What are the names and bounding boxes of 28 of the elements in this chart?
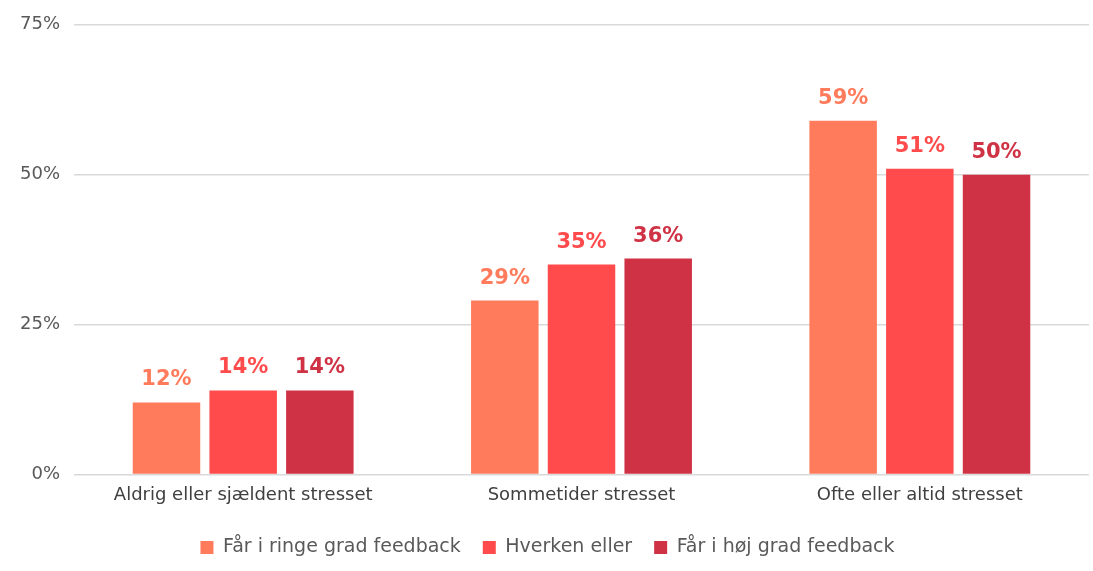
data-label: 35% <box>556 228 607 253</box>
y-tick-label: 0% <box>31 462 61 484</box>
bar <box>886 168 954 474</box>
data-label: 36% <box>633 222 684 247</box>
legend-label: Får i ringe grad feedback <box>222 534 461 557</box>
bar <box>809 120 877 474</box>
x-tick-label: Sommetider stresset <box>487 482 676 504</box>
bar <box>962 174 1031 474</box>
data-label: 59% <box>818 84 869 109</box>
legend-label: Får i høj grad feedback <box>676 534 895 557</box>
x-tick-label: Aldrig eller sjældent stresset <box>113 482 373 504</box>
data-label: 12% <box>141 366 192 391</box>
bar <box>547 264 616 474</box>
data-label: 14% <box>294 354 345 379</box>
legend-label: Hverken eller <box>505 534 633 557</box>
bar <box>132 402 201 474</box>
data-label: 50% <box>971 138 1022 163</box>
y-tick-label: 75% <box>19 12 61 34</box>
bar <box>286 390 354 474</box>
x-tick-label: Ofte eller altid stresset <box>816 482 1023 504</box>
data-label: 29% <box>479 264 530 289</box>
y-tick-label: 50% <box>19 162 61 184</box>
bar <box>624 258 692 474</box>
y-tick-label: 25% <box>19 312 61 334</box>
data-label: 51% <box>894 132 945 157</box>
data-label: 14% <box>218 354 269 379</box>
bar <box>471 300 539 474</box>
bar <box>209 390 277 474</box>
